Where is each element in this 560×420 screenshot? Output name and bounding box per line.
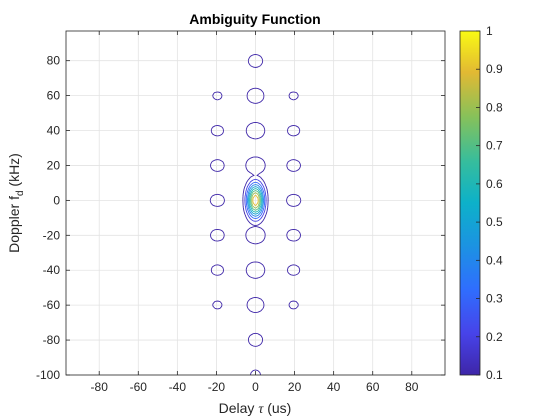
contour-level-line (248, 186, 263, 215)
colorbar-tick-label: 0.2 (486, 330, 503, 344)
colorbar-frame (459, 30, 481, 376)
x-tick-label: -60 (130, 380, 148, 394)
y-tick-label: -80 (43, 333, 61, 347)
tau-symbol: τ (258, 402, 264, 417)
contour-level-line (252, 194, 259, 207)
contour-level-line (244, 178, 267, 222)
y-tick-label: 40 (47, 124, 61, 138)
contour-lines (209, 53, 302, 376)
colorbar-tick-label: 0.5 (486, 215, 503, 229)
x-tick-label: -20 (208, 380, 226, 394)
contour-level-line (251, 192, 260, 209)
colorbar-tick-label: 0.4 (486, 253, 503, 267)
colorbar-tick-label: 0.8 (486, 100, 503, 114)
y-tick-label: -60 (43, 298, 61, 312)
x-tick-label: 20 (288, 380, 302, 394)
colorbar-tick-label: 0.7 (486, 139, 503, 153)
contour-level-line (250, 190, 261, 211)
x-axis-label: Delay τ (us) (219, 400, 292, 417)
colorbar-gradient (460, 31, 480, 375)
y-tick-label: -20 (43, 228, 61, 242)
x-axis-label-prefix: Delay (219, 400, 259, 416)
y-tick-label: -40 (43, 263, 61, 277)
colorbar-tick-label: 0.9 (486, 62, 503, 76)
x-tick-label: 80 (405, 380, 419, 394)
x-axis-label-suffix: (us) (263, 400, 291, 416)
contour-level-line (247, 184, 264, 217)
y-tick-label: 60 (47, 89, 61, 103)
x-tick-label: 60 (366, 380, 380, 394)
contour-level-line (209, 53, 302, 376)
y-axis-label-suffix: (kHz) (6, 153, 22, 190)
plot-axes: -80 -60 -40 -20 0 20 40 60 80 -100 -80 -60 -40 -20 0 2… (36, 30, 446, 394)
y-axis-label: Doppler fd (kHz) (6, 153, 26, 253)
colorbar-ticks: 0.1 0.2 0.3 0.4 0.5 0.6 0.7 0.8 0.9 1 (476, 24, 503, 382)
colorbar-tick-label: 1 (486, 24, 493, 38)
chart-title: Ambiguity Function (189, 11, 320, 27)
colorbar: 0.1 0.2 0.3 0.4 0.5 0.6 0.7 0.8 0.9 1 (459, 24, 503, 382)
x-tick-label: 40 (327, 380, 341, 394)
contour-level-line (245, 181, 266, 220)
y-tick-label: 20 (47, 158, 61, 172)
colorbar-tick-label: 0.6 (486, 177, 503, 191)
colorbar-tick-label: 0.3 (486, 292, 503, 306)
x-tick-label: 0 (252, 380, 259, 394)
y-tick-label: 80 (47, 54, 61, 68)
y-axis-label-subscript: d (15, 190, 26, 196)
x-tick-label: -80 (91, 380, 109, 394)
y-tick-label: -100 (36, 368, 60, 382)
x-axis-ticks: -80 -60 -40 -20 0 20 40 60 80 (91, 31, 419, 394)
y-axis-ticks: -100 -80 -60 -40 -20 0 20 40 60 80 (36, 54, 445, 382)
x-tick-label: -40 (169, 380, 187, 394)
y-axis-label-prefix: Doppler f (6, 196, 22, 253)
colorbar-tick-label: 0.1 (486, 368, 503, 382)
y-tick-label: 0 (53, 193, 60, 207)
contour-level-line (249, 188, 262, 213)
